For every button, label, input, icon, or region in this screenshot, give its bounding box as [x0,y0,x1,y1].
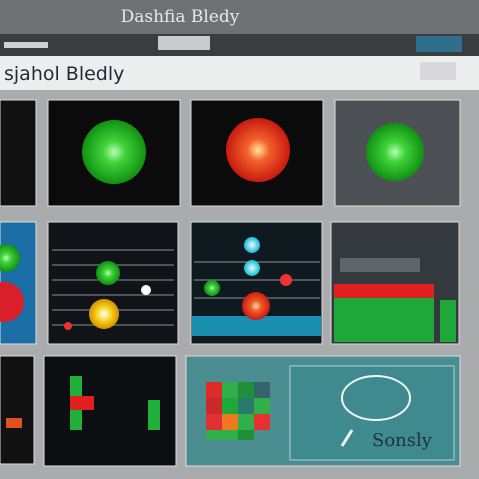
panel-band [192,316,321,336]
status-indicator [366,123,424,181]
marker [0,282,24,322]
search-label: Sonsly [372,430,433,451]
bar-block [334,284,434,298]
panel[interactable] [0,99,37,207]
bar-block [70,396,94,410]
marker [280,274,292,286]
search-icon-handle [340,429,354,447]
search-box[interactable] [289,365,455,461]
panel[interactable] [47,99,181,207]
marker [64,322,72,330]
marker [141,285,151,295]
bar-block [70,376,82,398]
page-heading: sjahol Bledly [4,63,124,85]
marker [244,237,260,253]
marker [204,280,220,296]
subheader-bar [0,56,479,90]
bar-block [440,300,456,342]
toolbar-button[interactable] [416,36,462,52]
top-banner [0,0,479,34]
marker [96,261,120,285]
toolbar [0,34,479,56]
toolbar-item[interactable] [4,42,48,48]
bar-block [6,418,22,428]
header-icons[interactable] [420,62,456,80]
bar-block [70,410,82,430]
heatmap [206,382,270,440]
marker [244,260,260,276]
marker [242,292,270,320]
app-title: Dashfia Bledy [121,7,240,27]
status-indicator [82,120,146,184]
bar-block [334,298,434,342]
bar-block [148,400,160,430]
status-indicator [226,118,290,182]
panel[interactable] [0,355,35,465]
bar-block [340,258,420,272]
search-icon [341,375,411,421]
marker [89,299,119,329]
marker [0,244,20,272]
toolbar-item[interactable] [158,36,210,50]
